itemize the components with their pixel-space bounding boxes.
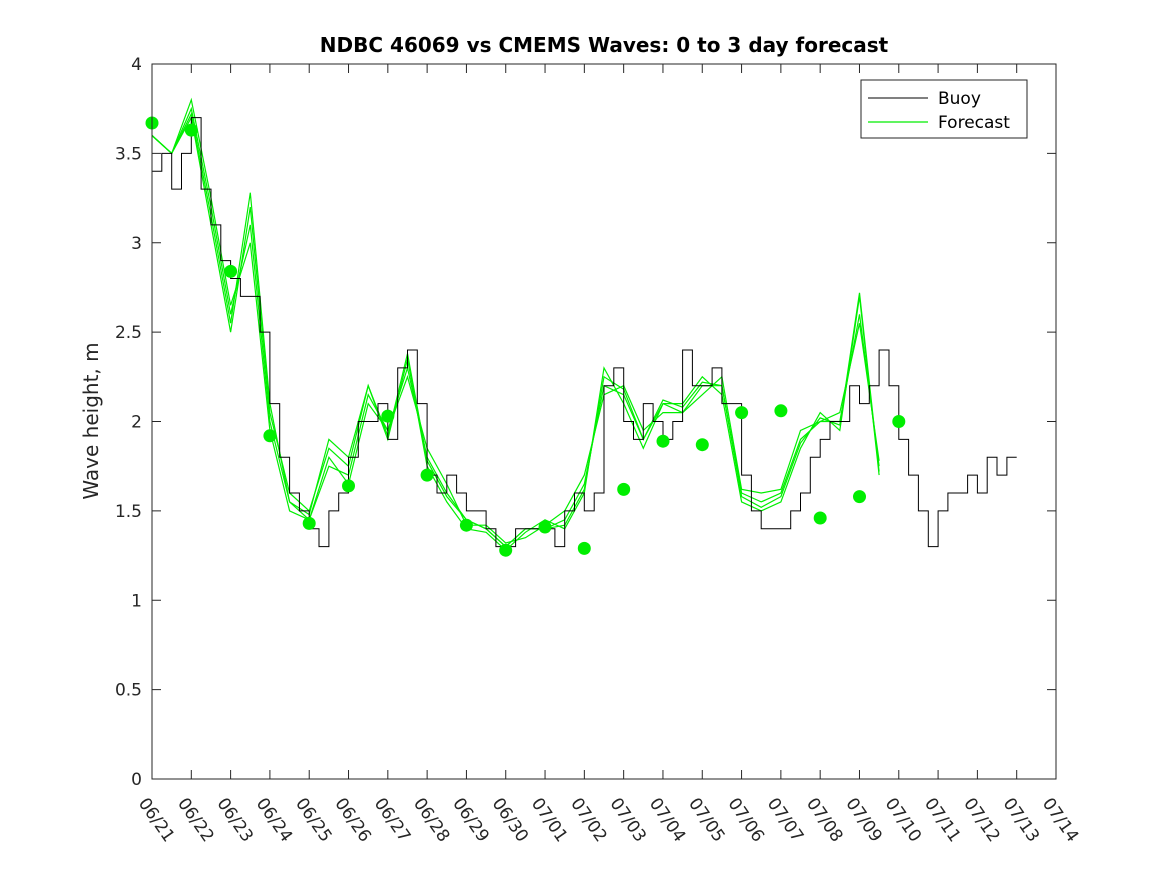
forecast-marker-point <box>263 429 277 443</box>
legend: Buoy Forecast <box>860 79 1028 139</box>
forecast-marker-point <box>813 511 827 525</box>
forecast-marker-point <box>617 482 631 496</box>
y-tick-label: 3.5 <box>115 144 142 164</box>
legend-box <box>860 79 1028 139</box>
y-tick-label: 1.5 <box>115 502 142 522</box>
forecast-marker-point <box>774 404 788 418</box>
forecast-marker-point <box>892 415 906 428</box>
plot-markers <box>145 116 906 557</box>
y-tick-label: 3 <box>131 234 142 254</box>
forecast-marker-point <box>184 123 198 137</box>
forecast-marker-point <box>656 434 670 448</box>
forecast-marker-point <box>853 490 866 504</box>
chart-title: NDBC 46069 vs CMEMS Waves: 0 to 3 day fo… <box>320 33 889 57</box>
forecast-marker-point <box>695 438 709 452</box>
forecast-marker-point <box>302 516 316 530</box>
y-axis-label: Wave height, m <box>79 342 103 499</box>
forecast-marker-point <box>538 520 552 534</box>
y-tick-label: 0 <box>131 770 142 790</box>
y-tick-label: 2.5 <box>115 323 142 343</box>
forecast-marker-point <box>499 543 513 557</box>
y-tick-label: 2 <box>131 413 142 433</box>
forecast-marker-point <box>381 409 395 423</box>
y-tick-label: 4 <box>131 55 142 75</box>
forecast-marker-point <box>342 479 355 493</box>
forecast-marker-point <box>420 468 434 482</box>
forecast-marker-point <box>459 518 473 532</box>
y-tick-label: 0.5 <box>115 681 142 701</box>
legend-buoy-label: Buoy <box>938 89 981 109</box>
y-axis-ticks: 0 0.5 1 1.5 2 2.5 3 3.5 4 <box>115 55 1056 790</box>
forecast-marker-point <box>577 541 591 555</box>
legend-forecast-label: Forecast <box>938 113 1010 133</box>
forecast-marker-point <box>735 406 749 420</box>
y-tick-label: 1 <box>131 591 142 611</box>
buoy-series-line <box>152 117 1017 548</box>
forecast-marker-point <box>224 264 238 278</box>
